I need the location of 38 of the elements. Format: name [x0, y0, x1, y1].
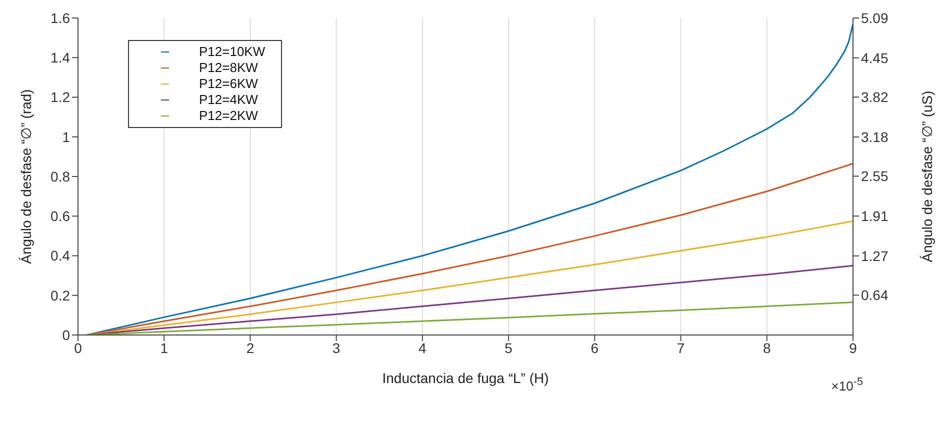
y2-tick-label: 1.91: [861, 208, 888, 224]
x-tick-label: 0: [74, 340, 82, 356]
legend-label: P12=6KW: [199, 76, 258, 91]
y-tick-label: 0: [62, 326, 70, 343]
y2-tick-label: 2.55: [861, 168, 888, 184]
y2-tick-label: 3.18: [861, 128, 888, 145]
x-tick-label: 1: [160, 340, 168, 356]
x-tick-label: 6: [590, 340, 599, 356]
legend-label: P12=4KW: [199, 92, 258, 107]
x-tick-label: 8: [762, 340, 771, 356]
y-tick-label: 0.4: [50, 248, 70, 264]
y-tick-label: 0.2: [50, 287, 70, 304]
y-tick-label: 1.6: [50, 10, 70, 26]
y-tick-label: 0.8: [50, 168, 70, 184]
y-tick-label: 1.2: [50, 89, 70, 106]
x-axis-title: Inductancia de fuga “L” (H): [382, 370, 549, 386]
y-tick-label: 0.6: [50, 208, 70, 224]
x-tick-label: 9: [849, 340, 858, 356]
x-tick-label: 3: [332, 340, 340, 356]
axis-multiplier: ×10$^{-5}$: [831, 376, 863, 393]
y2-tick-label: 1.27: [861, 248, 888, 264]
legend-label: P12=8KW: [199, 60, 258, 75]
y-tick-label: 1.4: [50, 50, 70, 66]
line-series: [86, 23, 853, 335]
y2-tick-label: 0.64: [861, 287, 888, 304]
y2-tick-label: 4.45: [861, 50, 888, 66]
line-series: [86, 302, 853, 335]
x-tick-label: 4: [418, 340, 427, 356]
y-axis-title: Ángulo de desfase “∅” (rad): [18, 89, 34, 264]
y2-tick-label: 5.09: [861, 10, 888, 26]
legend-label: P12=10KW: [199, 44, 266, 59]
y2-tick-label: 3.82: [861, 89, 888, 106]
legend-label: P12=2KW: [199, 108, 258, 123]
y2-axis-title: Ángulo de desfase “∅” (uS): [918, 90, 935, 262]
x-tick-label: 7: [676, 340, 685, 356]
x-tick-label: 5: [504, 340, 513, 356]
x-tick-label: 2: [246, 340, 254, 356]
y-tick-label: 1: [62, 128, 70, 145]
